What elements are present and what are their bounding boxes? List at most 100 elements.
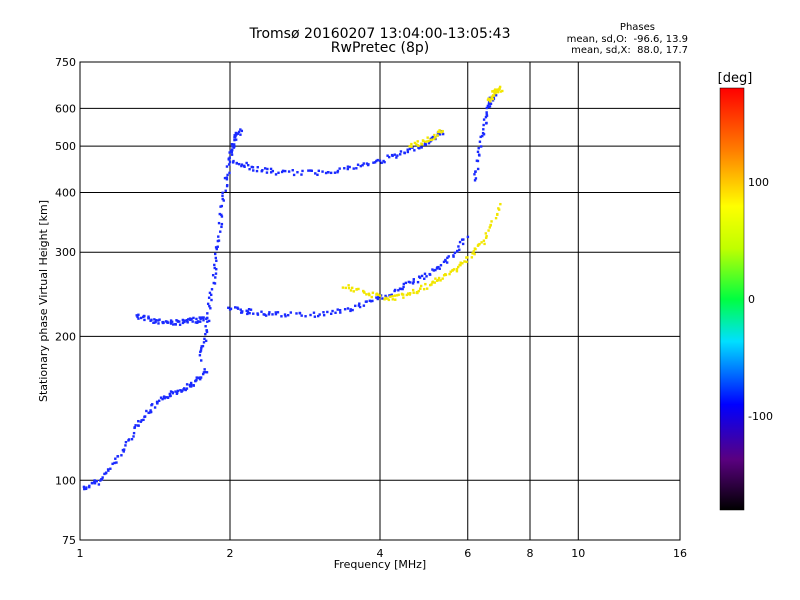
data-point (499, 90, 502, 93)
data-point (406, 148, 409, 151)
data-point (159, 396, 163, 399)
data-point (401, 287, 404, 291)
data-point (438, 129, 441, 132)
data-point (133, 426, 137, 429)
data-point (408, 292, 412, 295)
data-point (444, 259, 447, 263)
data-point (424, 282, 427, 286)
data-point (157, 322, 160, 325)
data-point (113, 461, 116, 465)
data-point (402, 282, 405, 286)
stats-heading: Phases (619, 22, 655, 33)
data-point (346, 165, 350, 168)
data-point (248, 312, 251, 315)
data-point (430, 138, 434, 141)
data-point (147, 411, 150, 415)
data-point (221, 194, 224, 197)
data-point (139, 316, 143, 320)
data-point (375, 296, 378, 299)
data-point (161, 321, 165, 325)
data-point (425, 287, 429, 290)
data-point (176, 389, 180, 393)
data-point (474, 170, 477, 174)
data-point (436, 134, 439, 137)
data-point (304, 315, 307, 318)
data-point (221, 191, 224, 195)
data-point (377, 295, 380, 299)
data-point (338, 308, 342, 312)
data-point (239, 128, 242, 131)
data-point (441, 129, 444, 133)
data-point (202, 341, 206, 344)
data-point (358, 302, 361, 305)
data-point (424, 140, 427, 143)
data-point (202, 319, 205, 322)
data-point (498, 87, 501, 90)
data-point (362, 162, 365, 165)
data-point (449, 270, 452, 273)
data-point (488, 100, 492, 103)
data-point (142, 418, 145, 422)
data-point (474, 177, 478, 180)
data-point (161, 397, 164, 401)
data-point (206, 316, 209, 320)
data-point (256, 313, 260, 316)
data-point (214, 272, 218, 275)
data-point (203, 368, 206, 371)
data-point (326, 310, 329, 314)
data-point (465, 260, 468, 264)
colorbar-ticks: 100 0 -100 (748, 176, 773, 423)
data-point (343, 308, 347, 311)
data-point (120, 454, 123, 457)
data-point (486, 104, 490, 108)
data-point (378, 159, 382, 162)
data-point (438, 267, 441, 270)
data-point (156, 402, 159, 405)
data-point (416, 144, 419, 147)
data-point (452, 268, 456, 271)
data-point (268, 311, 271, 314)
data-point (370, 295, 373, 299)
y-tick-labels: 75 100 200 300 400 500 600 750 (55, 56, 76, 547)
data-point (412, 278, 415, 281)
data-point (322, 313, 326, 317)
data-point (396, 154, 399, 157)
data-point (413, 149, 416, 152)
data-point (188, 317, 192, 320)
data-point (357, 304, 361, 307)
data-point (441, 132, 445, 136)
data-point (312, 311, 316, 314)
data-point (175, 319, 178, 322)
y-tick-label: 200 (55, 330, 76, 343)
data-point (214, 246, 218, 249)
data-point (91, 481, 94, 485)
data-point (317, 314, 320, 318)
data-point (348, 165, 351, 169)
data-point (429, 138, 432, 142)
data-point (229, 149, 233, 153)
colorbar-tick-label: -100 (748, 410, 773, 423)
data-point (271, 169, 275, 173)
data-point (411, 282, 415, 285)
data-point (427, 141, 431, 145)
data-point (232, 143, 236, 146)
data-point (428, 272, 431, 276)
data-point (291, 169, 294, 172)
data-point (437, 276, 441, 280)
data-point (484, 236, 488, 240)
data-point (179, 389, 182, 392)
data-point (198, 354, 202, 357)
data-point (459, 263, 462, 267)
data-point (487, 102, 491, 105)
data-point (188, 383, 192, 387)
data-point (425, 275, 428, 278)
data-point (213, 266, 216, 270)
data-point (394, 298, 397, 301)
data-point (494, 88, 497, 91)
data-point (217, 221, 221, 225)
data-point (349, 308, 352, 311)
y-tick-label: 600 (55, 102, 76, 115)
data-point (453, 251, 457, 255)
data-point (221, 197, 224, 201)
data-point (295, 312, 298, 315)
